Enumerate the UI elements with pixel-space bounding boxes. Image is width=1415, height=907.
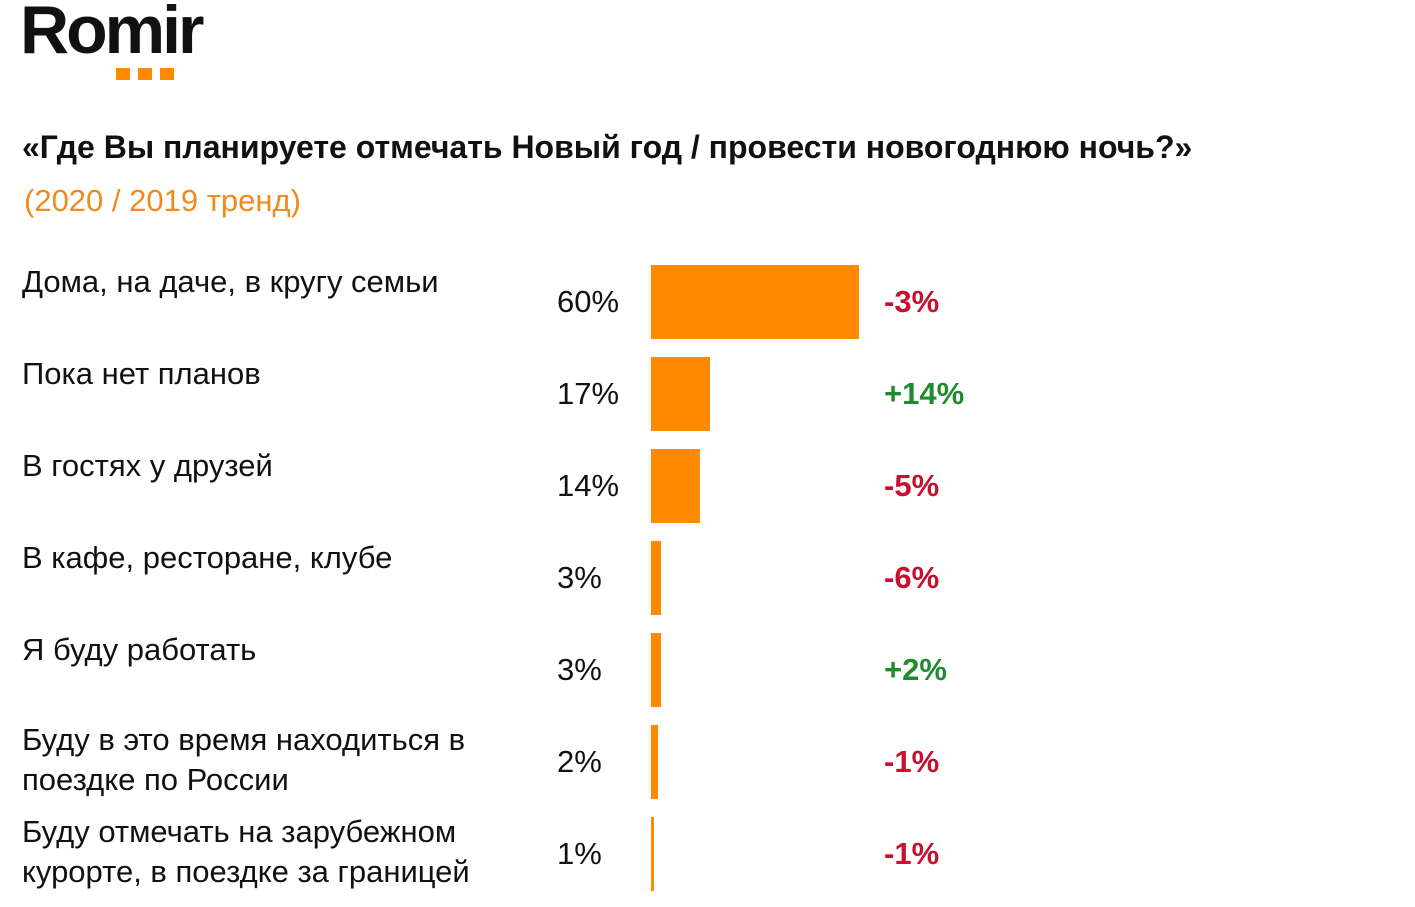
logo-dot [138, 68, 152, 80]
delta-label: -5% [884, 468, 940, 503]
value-label: 1% [557, 836, 602, 871]
bar [651, 449, 700, 523]
delta-label: -6% [884, 560, 940, 595]
logo-dot [116, 68, 130, 80]
chart-subtitle: (2020 / 2019 тренд) [24, 183, 301, 218]
category-label: Буду в это время находиться в поездке по… [22, 722, 466, 797]
category-label: В кафе, ресторане, клубе [22, 540, 393, 575]
bar [651, 541, 661, 615]
delta-label: +14% [884, 376, 965, 411]
bar [651, 265, 859, 339]
category-label: Буду отмечать на зарубежном курорте, в п… [22, 814, 470, 889]
bar [651, 633, 661, 707]
category-label: В гостях у друзей [22, 448, 273, 483]
delta-label: +2% [884, 652, 947, 687]
category-label: Дома, на даче, в кругу семьи [22, 264, 439, 299]
value-label: 2% [557, 744, 602, 779]
logo-dot [160, 68, 174, 80]
logo-dots [116, 68, 174, 80]
category-label: Я буду работать [22, 632, 257, 667]
chart-title: «Где Вы планируете отмечать Новый год / … [22, 129, 1193, 165]
value-label: 17% [557, 376, 620, 411]
delta-label: -3% [884, 284, 940, 319]
value-label: 3% [557, 560, 602, 595]
romir-logo: Romir [20, 0, 250, 86]
bar [651, 357, 710, 431]
bar [651, 725, 658, 799]
value-label: 14% [557, 468, 620, 503]
bar [651, 817, 654, 891]
value-label: 3% [557, 652, 602, 687]
logo-text: Romir [20, 0, 204, 68]
value-label: 60% [557, 284, 620, 319]
category-label: Пока нет планов [22, 356, 261, 391]
delta-label: -1% [884, 744, 940, 779]
delta-label: -1% [884, 836, 940, 871]
